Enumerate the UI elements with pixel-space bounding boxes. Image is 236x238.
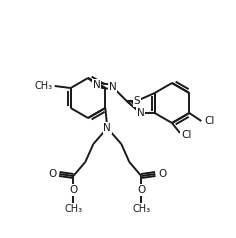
Text: Cl: Cl	[181, 130, 191, 140]
Text: N: N	[103, 123, 111, 133]
Text: N: N	[137, 108, 145, 118]
Text: N: N	[109, 82, 117, 92]
Text: O: O	[69, 185, 77, 195]
Text: O: O	[137, 185, 145, 195]
Text: CH₃: CH₃	[34, 81, 53, 91]
Text: S: S	[133, 96, 140, 106]
Text: O: O	[158, 169, 167, 179]
Text: CH₃: CH₃	[64, 204, 82, 214]
Text: Cl: Cl	[204, 116, 215, 126]
Text: O: O	[48, 169, 56, 179]
Text: CH₃: CH₃	[132, 204, 150, 214]
Text: N: N	[93, 80, 101, 90]
